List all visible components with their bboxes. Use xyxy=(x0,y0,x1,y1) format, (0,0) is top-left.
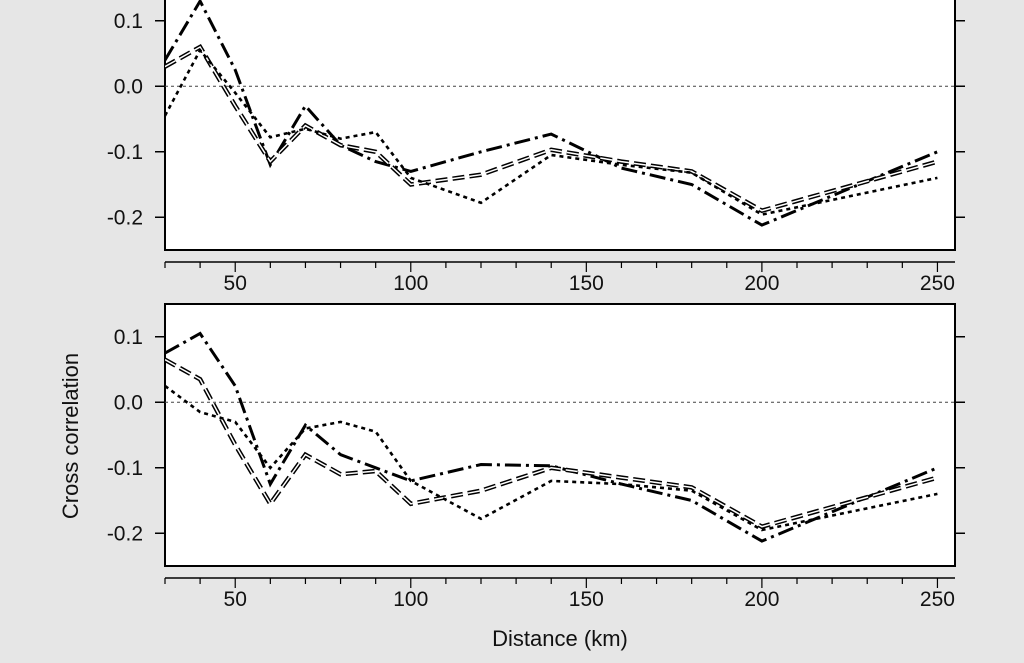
x-tick-label: 100 xyxy=(393,588,428,611)
y-tick-label: 0.1 xyxy=(114,326,143,349)
series-stroke xyxy=(165,384,938,532)
x-tick-label: 50 xyxy=(224,588,247,611)
y-tick-label: 0.1 xyxy=(114,10,143,33)
series-line-dashed-double xyxy=(165,43,939,214)
y-tick-label: -0.2 xyxy=(107,206,143,229)
series-stroke xyxy=(165,331,938,543)
y-tick-label: -0.2 xyxy=(107,522,143,545)
y-tick-label: 0.0 xyxy=(114,391,143,414)
series-stroke xyxy=(165,0,938,227)
top-panel: -0.2 -0.1 0.0 0.1 50 100 150 200 250 xyxy=(107,0,965,295)
series-stroke xyxy=(165,45,938,212)
series-stroke xyxy=(165,47,938,216)
series-line-dash-dot xyxy=(165,0,938,227)
y-axis-title: Cross correlation xyxy=(58,353,83,519)
x-tick-label: 200 xyxy=(744,588,779,611)
x-tick-label: 50 xyxy=(224,272,247,295)
y-tick-label: -0.1 xyxy=(107,141,143,164)
series-line-dotted xyxy=(165,47,938,216)
x-tick-label: 100 xyxy=(393,272,428,295)
x-tick-label: 200 xyxy=(744,272,779,295)
y-tick-label: 0.0 xyxy=(114,75,143,98)
x-axis-title: Distance (km) xyxy=(492,626,628,651)
y-tick-label: -0.1 xyxy=(107,457,143,480)
x-tick-label: 250 xyxy=(920,272,955,295)
series-line-dotted xyxy=(165,384,938,532)
bottom-panel: -0.2 -0.1 0.0 0.1 50 100 150 200 250 xyxy=(107,303,965,611)
plot-area xyxy=(164,303,956,567)
series-stroke xyxy=(165,359,938,528)
plot-area xyxy=(164,0,956,251)
x-tick-label: 150 xyxy=(569,272,604,295)
x-tick-label: 250 xyxy=(920,588,955,611)
series-line-dashed-double xyxy=(165,357,939,530)
series-line-dash-dot xyxy=(165,331,938,543)
x-tick-label: 150 xyxy=(569,588,604,611)
